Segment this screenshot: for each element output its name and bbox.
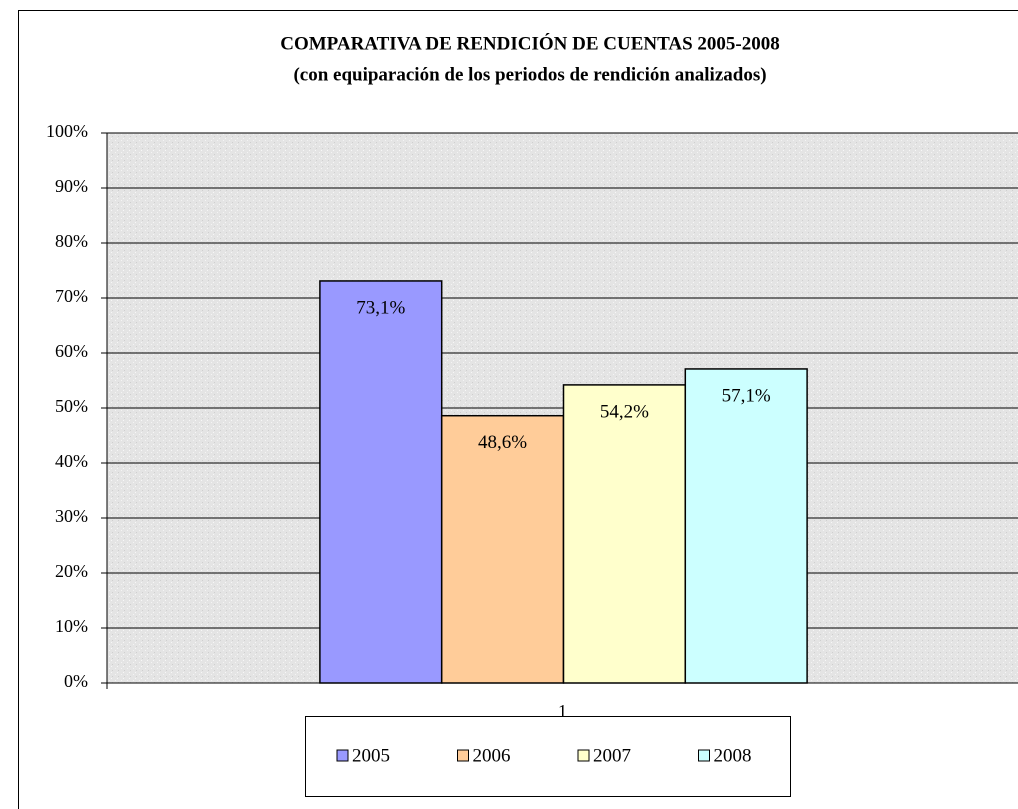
data-label: 73,1% xyxy=(356,297,405,318)
bar xyxy=(562,384,687,684)
data-label: 54,2% xyxy=(600,401,649,422)
legend-label: 2007 xyxy=(593,745,631,766)
legend-label: 2006 xyxy=(473,745,511,766)
y-tick-label: 70% xyxy=(55,286,88,306)
bar xyxy=(319,280,443,684)
y-tick-label: 10% xyxy=(55,616,88,636)
y-tick-label: 0% xyxy=(64,671,88,691)
bar xyxy=(684,368,808,684)
y-tick-label: 80% xyxy=(55,231,88,251)
y-tick-label: 90% xyxy=(55,176,88,196)
legend-label: 2005 xyxy=(352,745,390,766)
y-tick-label: 20% xyxy=(55,561,88,581)
legend-swatch xyxy=(457,749,469,762)
legend-label: 2008 xyxy=(714,745,752,766)
legend-swatch xyxy=(577,749,590,762)
chart-subtitle: (con equiparación de los periodos de ren… xyxy=(293,64,766,85)
legend-swatch xyxy=(336,749,349,762)
x-tick-label: 1 xyxy=(558,701,567,721)
y-tick-label: 100% xyxy=(46,121,88,141)
y-tick-label: 60% xyxy=(55,341,88,361)
data-label: 57,1% xyxy=(722,385,771,406)
y-tick-label: 30% xyxy=(55,506,88,526)
y-tick-label: 50% xyxy=(55,396,88,416)
y-tick-label: 40% xyxy=(55,451,88,471)
chart-title: COMPARATIVA DE RENDICIÓN DE CUENTAS 2005… xyxy=(280,32,780,54)
bar xyxy=(440,414,565,684)
data-label: 48,6% xyxy=(478,432,527,453)
legend-swatch xyxy=(698,749,710,762)
